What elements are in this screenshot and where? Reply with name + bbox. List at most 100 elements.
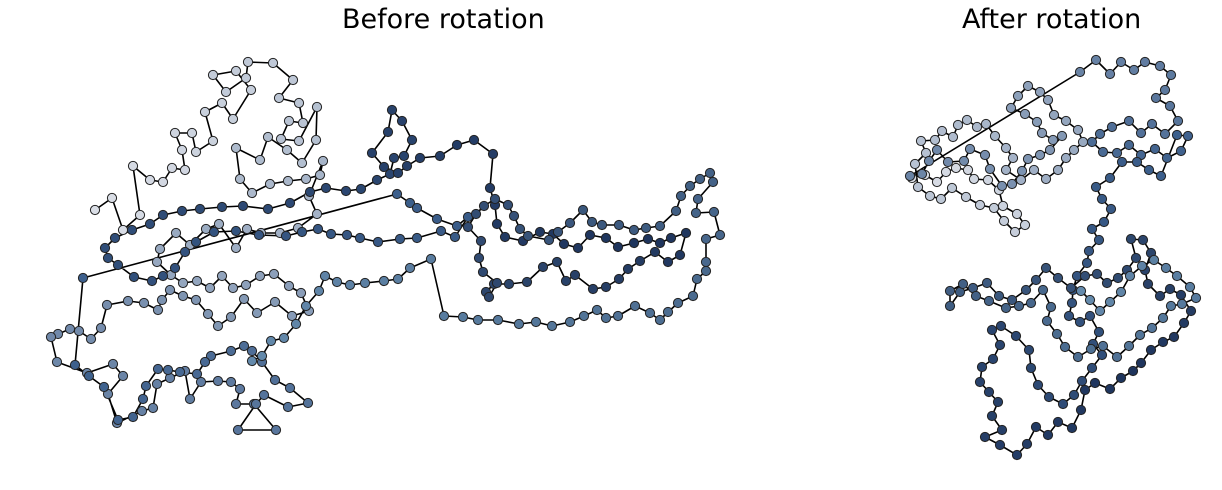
- before-atom-35: [262, 131, 274, 143]
- before-atom-197: [491, 218, 503, 230]
- before-atom-72: [251, 307, 263, 319]
- after-atom-169: [1112, 272, 1124, 284]
- after-atom-159: [1175, 289, 1187, 301]
- after-atom-117: [1093, 326, 1105, 338]
- before-atom-151: [280, 230, 292, 242]
- before-atom-234: [470, 208, 482, 220]
- before-atom-79: [164, 284, 176, 296]
- after-atom-208: [1171, 270, 1183, 282]
- before-atom-39: [246, 187, 258, 199]
- before-atom-15: [216, 97, 228, 109]
- after-atom-143: [1030, 421, 1042, 433]
- after-atom-180: [981, 277, 993, 289]
- before-atom-251: [670, 205, 682, 217]
- before-atom-188: [392, 167, 404, 179]
- after-atom-127: [1023, 344, 1035, 356]
- before-atom-22: [242, 56, 254, 68]
- after-atom-197: [1085, 343, 1097, 355]
- after-atom-141: [1011, 449, 1023, 461]
- before-atom-132: [83, 370, 95, 382]
- after-atom-5: [962, 164, 974, 176]
- after-atom-61: [984, 163, 996, 175]
- after-atom-142: [1021, 438, 1033, 450]
- before-atom-16: [227, 113, 239, 125]
- after-atom-122: [1068, 389, 1080, 401]
- before-atom-189: [401, 160, 413, 172]
- after-atom-16: [960, 191, 972, 203]
- before-atom-62: [216, 270, 228, 282]
- before-atom-20: [220, 86, 232, 98]
- after-atom-97: [1171, 129, 1183, 141]
- after-atom-198: [1097, 340, 1109, 352]
- after-atom-53: [1047, 134, 1059, 146]
- before-atom-99: [151, 378, 163, 390]
- before-atom-217: [613, 273, 625, 285]
- before-atom-287: [359, 277, 371, 289]
- before-atom-133: [69, 359, 81, 371]
- before-atom-21: [240, 72, 252, 84]
- after-atom-49: [1005, 102, 1017, 114]
- after-atom-96: [1182, 130, 1194, 142]
- before-atom-187: [378, 161, 390, 173]
- after-atom-29: [971, 121, 983, 133]
- before-atom-4: [127, 160, 139, 172]
- panel-title-before: Before rotation: [342, 4, 545, 35]
- after-atom-134: [974, 376, 986, 388]
- after-atom-176: [1030, 274, 1042, 286]
- before-atom-13: [207, 135, 219, 147]
- before-atom-131: [98, 381, 110, 393]
- before-atom-198: [499, 231, 511, 243]
- after-atom-133: [976, 361, 988, 373]
- after-atom-28: [961, 114, 973, 126]
- before-atom-19: [207, 69, 219, 81]
- before-atom-176: [340, 185, 352, 197]
- after-atom-50: [1019, 108, 1031, 120]
- before-atom-31: [311, 101, 323, 113]
- after-atom-106: [1098, 216, 1110, 228]
- after-atom-173: [1065, 282, 1077, 294]
- after-atom-149: [1089, 377, 1101, 389]
- before-atom-37: [230, 142, 242, 154]
- before-atom-253: [684, 180, 696, 192]
- before-atom-144: [394, 233, 406, 245]
- after-atom-207: [1184, 281, 1196, 293]
- before-atom-212: [674, 249, 686, 261]
- after-atom-195: [1059, 341, 1071, 353]
- before-atom-200: [534, 226, 546, 238]
- before-atom-221: [560, 275, 572, 287]
- after-atom-52: [1036, 127, 1048, 139]
- after-atom-108: [1093, 234, 1105, 246]
- after-atom-47: [1022, 80, 1034, 92]
- before-atom-204: [584, 229, 596, 241]
- before-atom-52: [213, 218, 225, 230]
- after-atom-102: [1104, 172, 1116, 184]
- before-atom-27: [297, 117, 309, 129]
- after-atom-90: [1111, 147, 1123, 159]
- before-atom-175: [320, 182, 332, 194]
- before-atom-3: [134, 209, 146, 221]
- before-atom-195: [484, 182, 496, 194]
- before-atom-180: [388, 152, 400, 164]
- after-atom-160: [1164, 283, 1176, 295]
- before-atom-57: [151, 256, 163, 268]
- before-atom-8: [179, 164, 191, 176]
- after-atom-178: [1006, 294, 1018, 306]
- after-atom-41: [1077, 136, 1089, 148]
- after-atom-216: [1084, 294, 1096, 306]
- after-atom-38: [1052, 164, 1064, 176]
- before-atom-237: [502, 199, 514, 211]
- before-atom-24: [287, 74, 299, 86]
- before-atom-169: [194, 203, 206, 215]
- after-atom-27: [952, 119, 964, 131]
- before-atom-160: [128, 271, 140, 283]
- before-atom-193: [468, 134, 480, 146]
- before-atom-64: [240, 279, 252, 291]
- after-atom-136: [992, 396, 1004, 408]
- after-atom-64: [958, 155, 970, 167]
- before-atom-168: [176, 205, 188, 217]
- before-atom-163: [99, 242, 111, 254]
- after-atom-83: [1146, 118, 1158, 130]
- after-atom-209: [1160, 262, 1172, 274]
- before-atom-213: [662, 256, 674, 268]
